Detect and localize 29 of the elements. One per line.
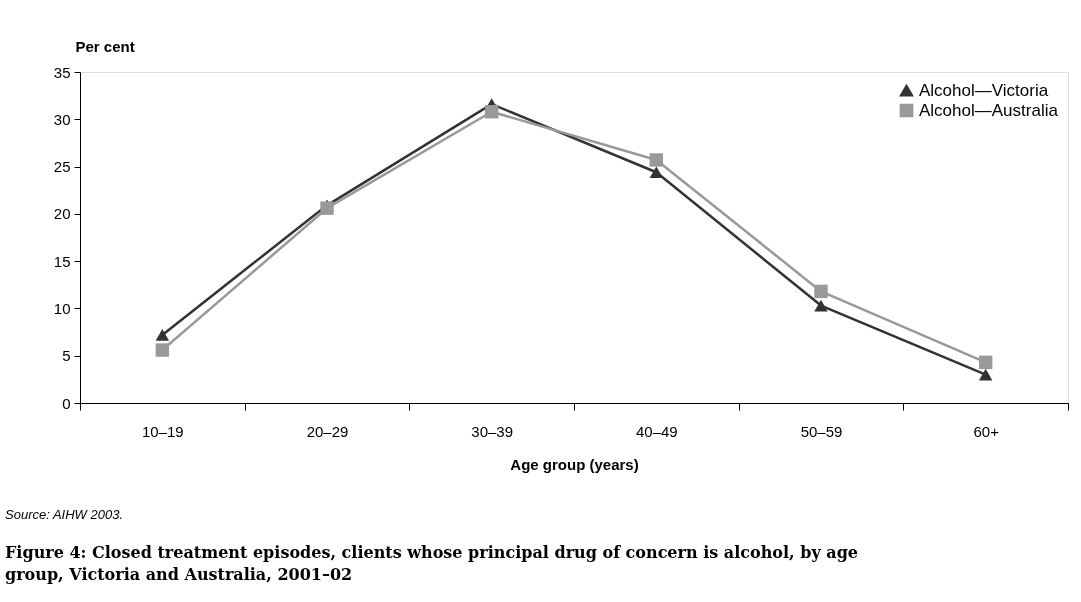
- x-tick-label: 60+: [973, 422, 1000, 440]
- x-tick-label: 20–29: [306, 422, 349, 440]
- point: [978, 368, 993, 381]
- point: [484, 105, 499, 119]
- x-tick-label: 40–49: [635, 422, 678, 440]
- source-note: Source: AIHW 2003.: [5, 507, 124, 522]
- y-tick-label: 20: [53, 205, 71, 223]
- y-tick-label: 25: [53, 158, 71, 176]
- y-tick-label: 5: [62, 347, 71, 365]
- point: [814, 284, 828, 299]
- point: [649, 166, 664, 179]
- point: [649, 153, 664, 167]
- x-tick-label: 10–19: [141, 422, 184, 440]
- point: [814, 299, 828, 312]
- x-axis-title: Age group (years): [510, 455, 639, 473]
- y-tick-label: 30: [53, 110, 71, 128]
- x-tick-label: 50–59: [800, 422, 843, 440]
- text: Figure 4: Closed treatment episodes, clients whose principal drug of concern is alcohol, by age group, Victoria and Australia, 2001–02: [5, 543, 859, 584]
- point: [155, 329, 170, 341]
- y-tick-label: 35: [53, 63, 71, 81]
- x-tick-label: 30–39: [471, 422, 514, 440]
- point: [155, 343, 170, 357]
- y-tick-label: 15: [53, 252, 71, 270]
- point: [978, 355, 993, 370]
- y-axis-title: Per cent: [75, 37, 135, 55]
- y-tick-label: 10: [53, 299, 71, 317]
- legend-label: Alcohol—Australia: [919, 100, 1059, 120]
- y-tick-label: 0: [62, 394, 71, 412]
- legend-label: Alcohol—Victoria: [919, 80, 1049, 100]
